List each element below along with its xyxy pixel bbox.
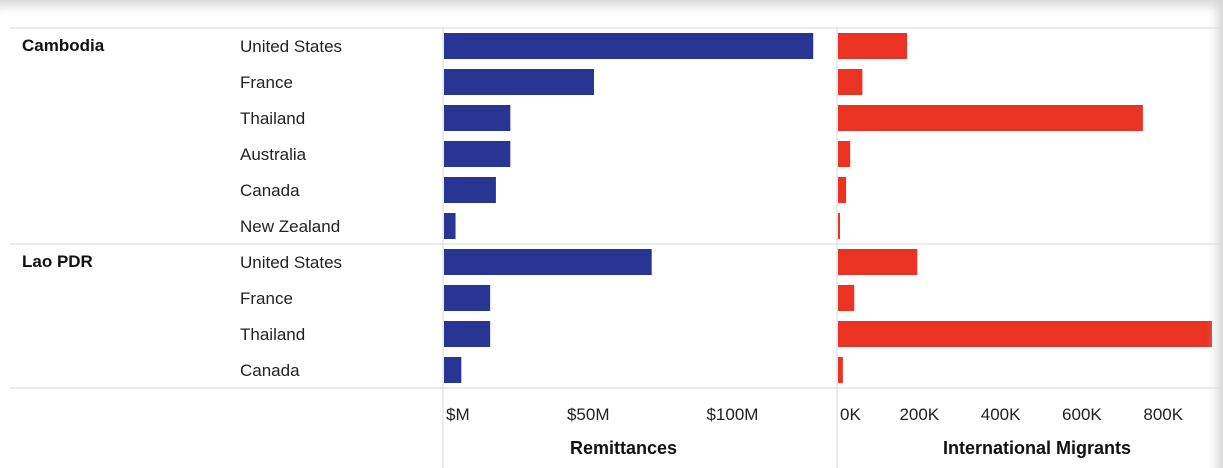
group-label: Lao PDR bbox=[22, 252, 93, 271]
bar-remittances bbox=[444, 105, 511, 131]
category-label: Australia bbox=[240, 145, 307, 164]
category-label: France bbox=[240, 289, 293, 308]
bar-migrants bbox=[838, 177, 847, 203]
bar-remittances bbox=[444, 285, 491, 311]
axis-tick-label: 800K bbox=[1143, 405, 1183, 424]
category-label: Thailand bbox=[240, 109, 305, 128]
bar-migrants bbox=[838, 285, 855, 311]
bar-migrants bbox=[838, 357, 843, 383]
category-label: Thailand bbox=[240, 325, 305, 344]
bar-migrants bbox=[838, 249, 918, 275]
bar-migrants bbox=[838, 213, 841, 239]
axis-tick-label: 0K bbox=[840, 405, 861, 424]
category-label: United States bbox=[240, 253, 342, 272]
bar-remittances bbox=[444, 249, 652, 275]
bar-migrants bbox=[838, 141, 851, 167]
bar-remittances bbox=[444, 69, 594, 95]
bar-remittances bbox=[444, 33, 814, 59]
bar-migrants bbox=[838, 321, 1212, 347]
category-label: France bbox=[240, 73, 293, 92]
bar-migrants bbox=[838, 69, 863, 95]
axis-title: Remittances bbox=[570, 438, 677, 458]
bar-remittances bbox=[444, 321, 491, 347]
axis-tick-label: $50M bbox=[567, 405, 610, 424]
axis-tick-label: 400K bbox=[981, 405, 1021, 424]
category-label: New Zealand bbox=[240, 217, 340, 236]
group-label: Cambodia bbox=[22, 36, 105, 55]
bar-remittances bbox=[444, 213, 456, 239]
bar-migrants bbox=[838, 33, 908, 59]
axis-tick-label: 200K bbox=[899, 405, 939, 424]
axis-title: International Migrants bbox=[943, 438, 1131, 458]
axis-tick-label: 600K bbox=[1062, 405, 1102, 424]
category-label: Canada bbox=[240, 361, 300, 380]
axis-tick-label: $M bbox=[446, 405, 470, 424]
axis-tick-label: $100M bbox=[706, 405, 758, 424]
bar-remittances bbox=[444, 357, 462, 383]
category-label: United States bbox=[240, 37, 342, 56]
category-label: Canada bbox=[240, 181, 300, 200]
bar-remittances bbox=[444, 141, 511, 167]
bar-remittances bbox=[444, 177, 496, 203]
bar-migrants bbox=[838, 105, 1143, 131]
